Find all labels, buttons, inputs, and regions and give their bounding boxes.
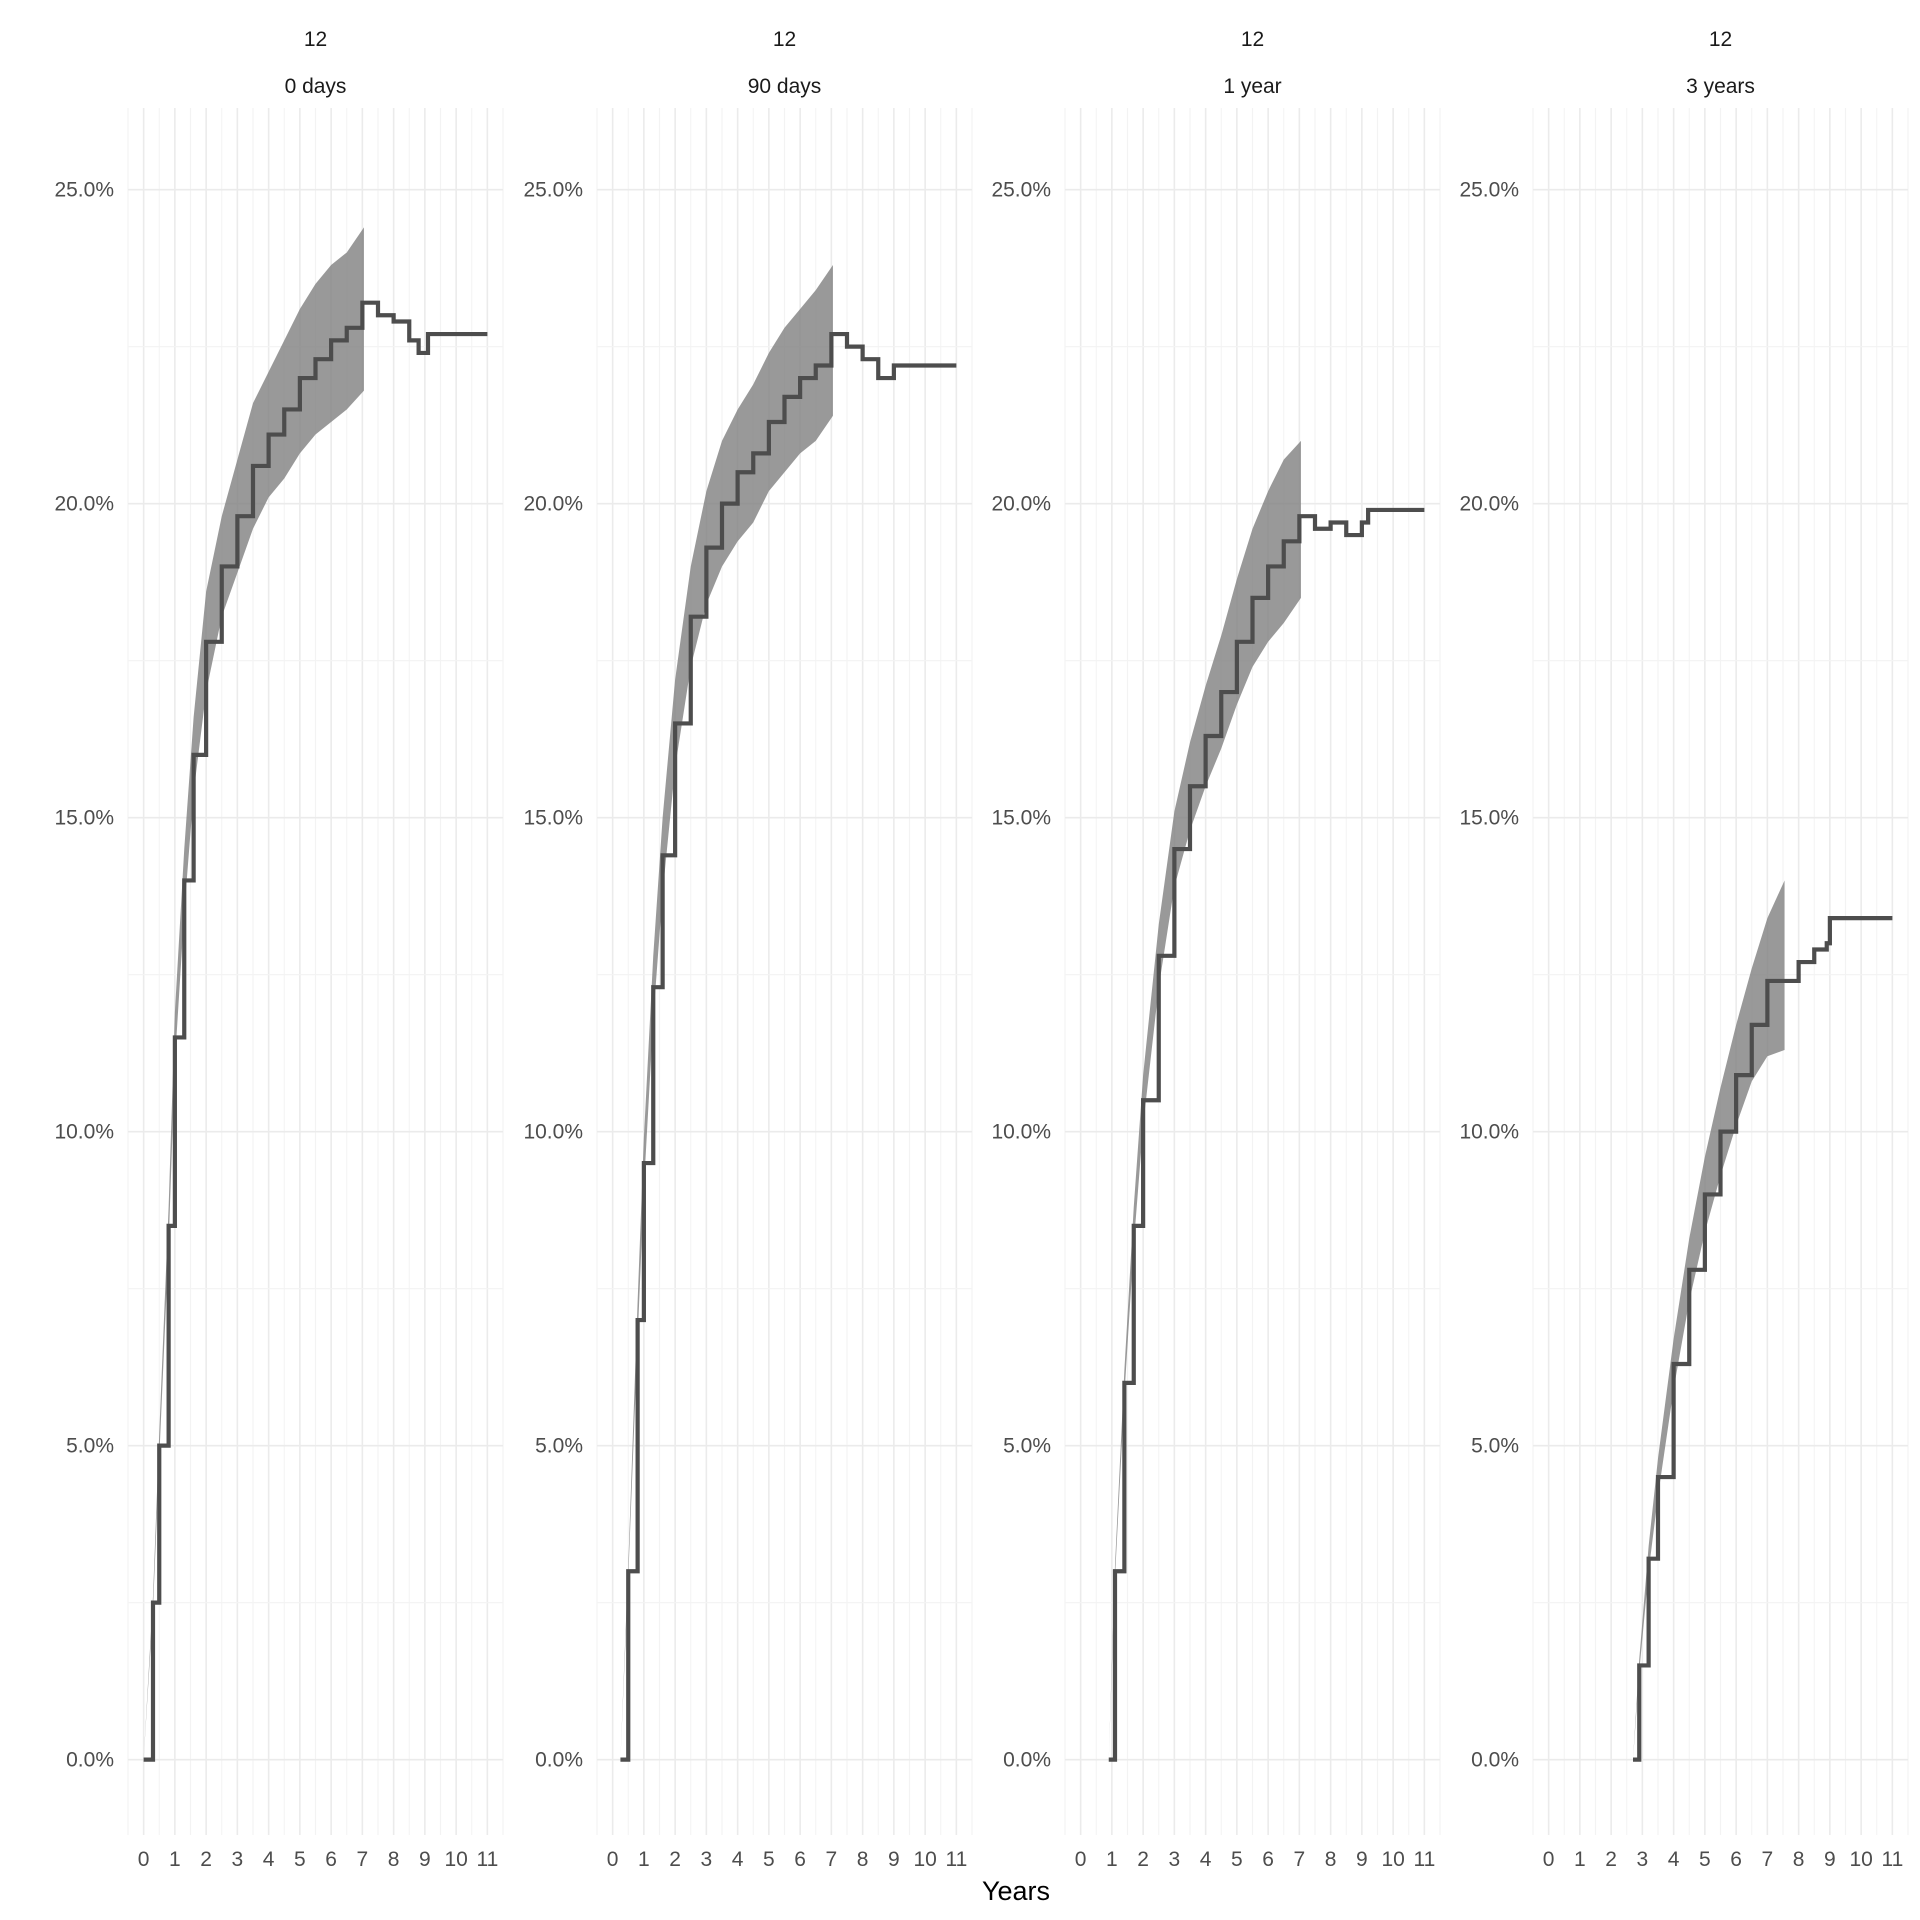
x-tick-label: 1 [1106,1848,1118,1871]
incidence-curve [1108,507,1425,1762]
strip-label-top: 12 [773,28,796,51]
y-tick-label: 0.0% [1003,1749,1051,1772]
grid [1532,108,1909,1835]
x-tick-label: 5 [1231,1848,1243,1871]
confidence-band [620,265,833,1760]
x-tick-label: 11 [1413,1848,1435,1871]
y-tick-label: 20.0% [1459,493,1519,516]
y-tick-label: 0.0% [66,1749,114,1772]
x-tick-label: 7 [1294,1848,1306,1871]
x-axis-title: Years [982,1876,1050,1906]
y-tick-label: 5.0% [1471,1435,1519,1458]
y-tick-label: 0.0% [1471,1749,1519,1772]
x-tick-label: 11 [476,1848,498,1871]
y-tick-label: 20.0% [991,493,1051,516]
x-tick-label: 10 [444,1848,467,1871]
y-tick-label: 0.0% [535,1749,583,1772]
y-tick-label: 10.0% [54,1121,114,1144]
x-tick-label: 10 [913,1848,936,1871]
x-tick-label: 0 [607,1848,619,1871]
incidence-curve [143,300,488,1762]
x-tick-label: 0 [138,1848,150,1871]
strip-label-top: 12 [304,28,327,51]
x-tick-label: 10 [1849,1848,1872,1871]
x-tick-label: 3 [701,1848,713,1871]
x-tick-label: 11 [1881,1848,1903,1871]
x-tick-label: 1 [169,1848,181,1871]
y-tick-label: 10.0% [1459,1121,1519,1144]
y-tick-label: 25.0% [1459,179,1519,202]
x-tick-label: 8 [388,1848,400,1871]
x-tick-label: 7 [1762,1848,1774,1871]
x-tick-label: 0 [1543,1848,1555,1871]
y-tick-label: 20.0% [523,493,583,516]
y-tick-label: 15.0% [523,807,583,830]
x-tick-label: 3 [1637,1848,1649,1871]
strip-label-top: 12 [1241,28,1264,51]
grid [1064,108,1441,1835]
y-tick-label: 10.0% [523,1121,583,1144]
x-tick-label: 5 [763,1848,775,1871]
x-tick-label: 6 [794,1848,806,1871]
strip-label-bottom: 1 year [1223,75,1281,98]
confidence-band [1108,440,1301,1760]
x-tick-label: 8 [857,1848,869,1871]
x-tick-label: 6 [1262,1848,1274,1871]
x-tick-label: 2 [1137,1848,1149,1871]
x-tick-label: 8 [1325,1848,1337,1871]
x-tick-label: 4 [732,1848,744,1871]
y-tick-label: 5.0% [66,1435,114,1458]
x-tick-label: 4 [1200,1848,1212,1871]
y-tick-label: 25.0% [523,179,583,202]
x-tick-label: 2 [669,1848,681,1871]
x-tick-label: 5 [294,1848,306,1871]
x-tick-label: 1 [1574,1848,1586,1871]
y-tick-label: 15.0% [1459,807,1519,830]
strip-label-top: 12 [1709,28,1732,51]
x-tick-label: 6 [325,1848,337,1871]
x-tick-label: 9 [888,1848,900,1871]
x-tick-label: 2 [200,1848,212,1871]
x-tick-label: 4 [1668,1848,1680,1871]
incidence-curve [620,331,957,1762]
x-tick-label: 8 [1793,1848,1805,1871]
x-tick-label: 3 [232,1848,244,1871]
x-tick-label: 10 [1381,1848,1404,1871]
y-tick-label: 15.0% [54,807,114,830]
x-tick-label: 9 [1356,1848,1368,1871]
confidence-band [1633,880,1785,1760]
y-tick-label: 25.0% [54,179,114,202]
x-tick-label: 11 [945,1848,967,1871]
x-tick-label: 2 [1605,1848,1617,1871]
strip-label-bottom: 3 years [1686,75,1755,98]
x-tick-label: 0 [1075,1848,1087,1871]
x-tick-label: 9 [419,1848,431,1871]
x-tick-label: 1 [638,1848,650,1871]
x-tick-label: 7 [357,1848,369,1871]
x-tick-label: 4 [263,1848,275,1871]
strip-label-bottom: 0 days [285,75,347,98]
y-tick-label: 10.0% [991,1121,1051,1144]
x-tick-label: 5 [1699,1848,1711,1871]
x-tick-label: 3 [1169,1848,1181,1871]
x-tick-label: 7 [826,1848,838,1871]
incidence-curve [1633,916,1893,1762]
x-tick-label: 6 [1730,1848,1742,1871]
y-tick-label: 5.0% [1003,1435,1051,1458]
y-tick-label: 20.0% [54,493,114,516]
strip-label-bottom: 90 days [748,75,822,98]
y-tick-label: 5.0% [535,1435,583,1458]
y-tick-label: 15.0% [991,807,1051,830]
y-tick-label: 25.0% [991,179,1051,202]
x-tick-label: 9 [1824,1848,1836,1871]
confidence-band [143,227,364,1760]
